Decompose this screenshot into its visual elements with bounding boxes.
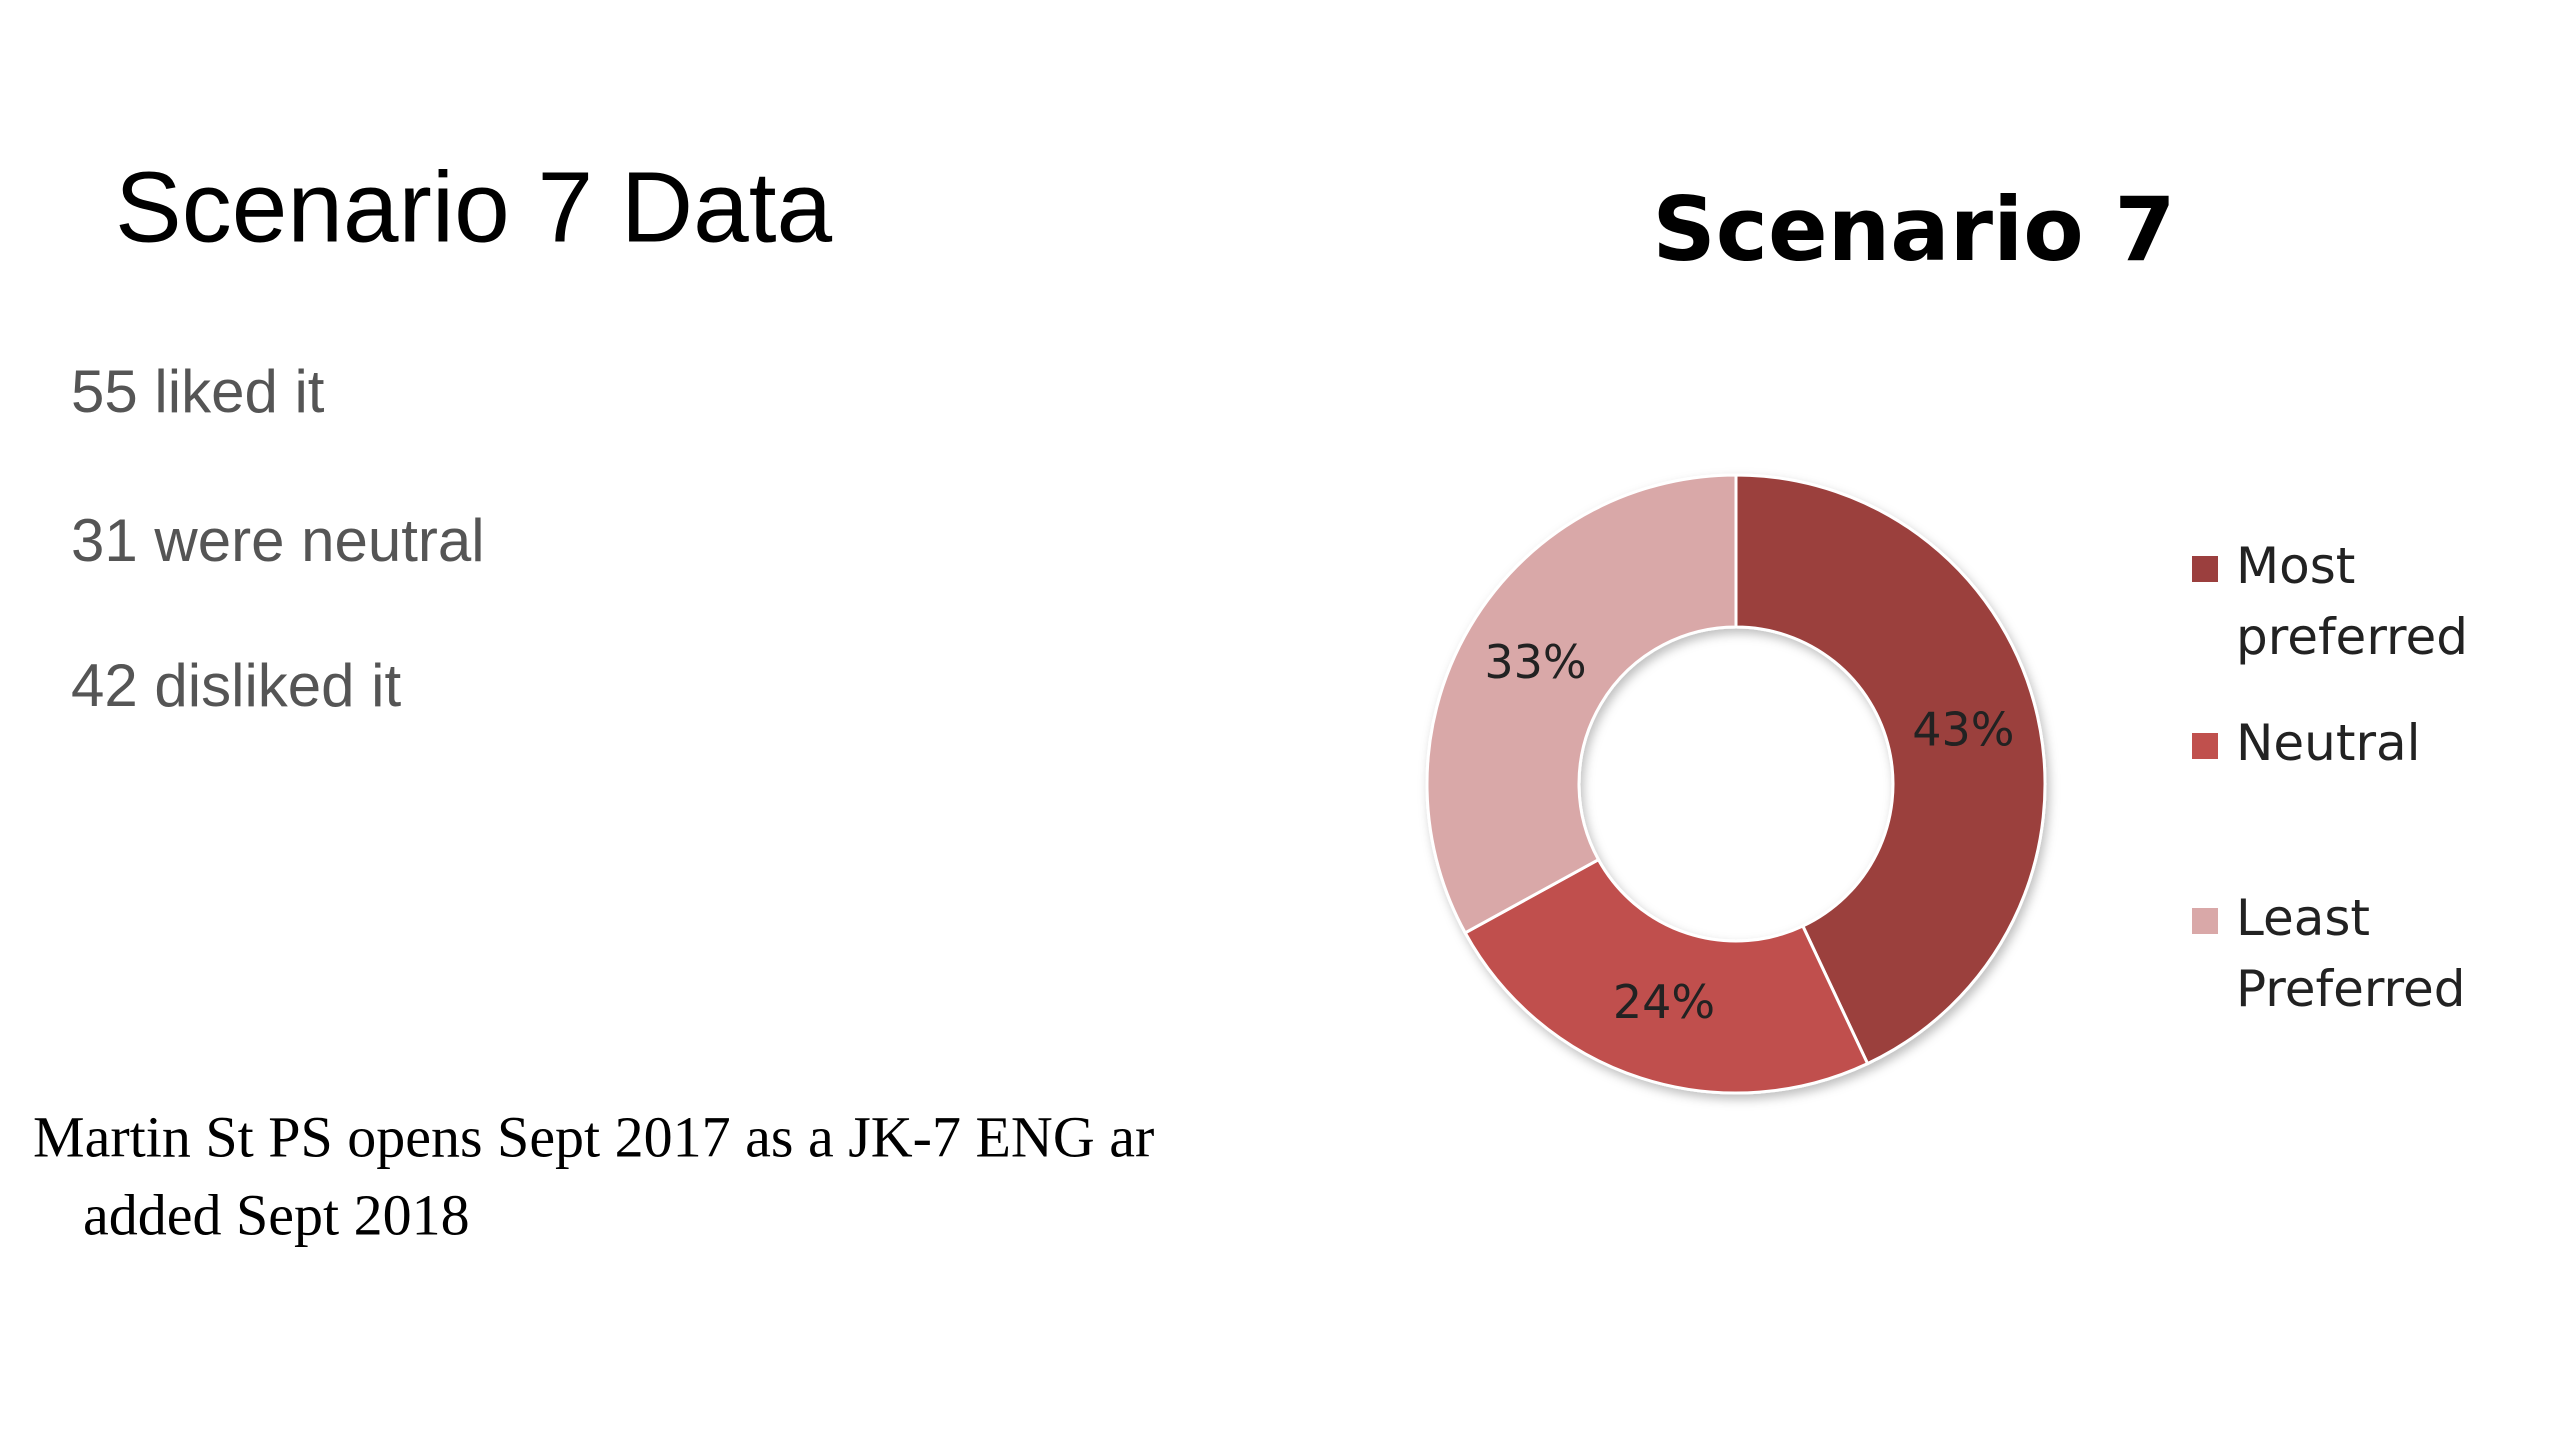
legend-label-line: Most [2236, 537, 2371, 595]
footer-line: added Sept 2018 [83, 1182, 470, 1247]
legend-swatch [2192, 733, 2218, 759]
legend-label-line: Least [2236, 889, 2386, 947]
footer: Martin St PS opens Sept 2017 as a JK-7 E… [33, 1104, 1154, 1247]
footer-line: Martin St PS opens Sept 2017 as a JK-7 E… [33, 1104, 1154, 1169]
legend-label: Neutral [2236, 714, 2421, 772]
legend-swatch [2192, 908, 2218, 934]
data-label: 24% [1613, 975, 1715, 1029]
donut-segment [1734, 473, 2047, 1066]
data-label: 43% [1912, 703, 2014, 757]
bullet: 31 were neutral [71, 507, 485, 574]
slide-title: Scenario 7 Data [115, 151, 832, 263]
legend-label: Least Preferred [2236, 889, 2466, 1018]
bullet: 55 liked it [71, 358, 325, 425]
legend-label-line: Preferred [2236, 960, 2466, 1018]
chart-title: Scenario 7 [1652, 178, 2175, 281]
data-label: 33% [1484, 635, 1586, 689]
legend-swatch [2192, 556, 2218, 582]
legend: Most preferred Neutral Least Preferred [2192, 537, 2468, 1018]
legend-label-line: preferred [2236, 608, 2468, 666]
legend-label: Most preferred [2236, 537, 2468, 666]
donut [1425, 473, 2047, 1095]
donut-segment [1425, 473, 1738, 935]
legend-label-line: Neutral [2236, 714, 2421, 772]
data-labels: 43% 24% 33% [1484, 635, 2014, 1029]
donut-segment [1463, 857, 1870, 1095]
bullet: 42 disliked it [71, 652, 402, 719]
